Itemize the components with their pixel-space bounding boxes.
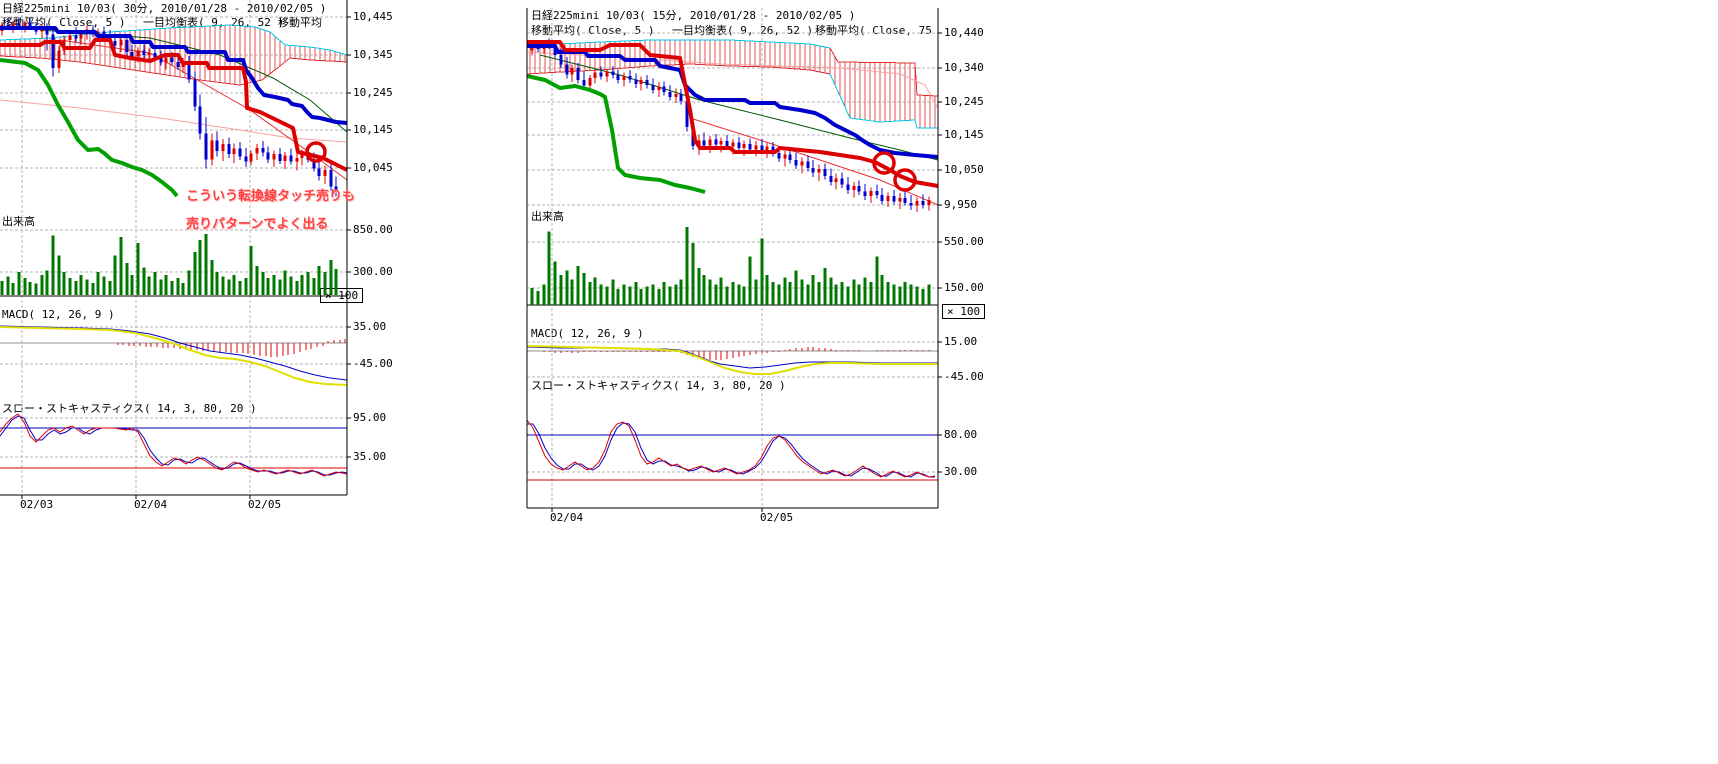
y-axis-label: 10,440 xyxy=(944,26,984,39)
pane-label-stochastics: スロー・ストキャスティクス( 14, 3, 80, 20 ) xyxy=(2,402,257,415)
legend-item: 一目均衡表( 9, 26, 52 ) xyxy=(143,16,285,29)
y-axis-label: 850.00 xyxy=(353,223,393,236)
x-axis-label: 02/04 xyxy=(550,511,584,524)
y-axis-label: 150.00 xyxy=(944,281,984,294)
y-axis-label: 10,145 xyxy=(944,128,984,141)
chart-title-30min: 日経225mini 10/03( 30分, 2010/01/28 - 2010/… xyxy=(2,2,327,15)
pane-label-volume: 出来高 xyxy=(531,210,564,223)
chart-title-15min: 日経225mini 10/03( 15分, 2010/01/28 - 2010/… xyxy=(531,9,856,22)
x-axis-label: 02/04 xyxy=(134,498,168,511)
y-axis-label: -45.00 xyxy=(353,357,393,370)
y-axis-label: 10,445 xyxy=(353,10,393,23)
y-axis-label: 550.00 xyxy=(944,235,984,248)
y-axis-label: 300.00 xyxy=(353,265,393,278)
y-axis-label: 10,145 xyxy=(353,123,393,136)
legend-item: 移動平均 xyxy=(278,16,322,29)
y-axis-label: 10,245 xyxy=(353,86,393,99)
y-axis-label: 35.00 xyxy=(353,450,387,463)
y-axis-label: 10,345 xyxy=(353,48,393,61)
annotation-text: こういう転換線タッチ売りも xyxy=(186,189,356,204)
legend-item: 一目均衡表( 9, 26, 52 ) xyxy=(672,24,814,37)
y-axis-label: -45.00 xyxy=(944,370,984,383)
legend-item: 移動平均( Close, 5 ) xyxy=(2,16,126,29)
multiplier-box: × 100 xyxy=(942,304,986,319)
y-axis-label: 10,340 xyxy=(944,61,984,74)
y-axis-label: 30.00 xyxy=(944,465,978,478)
pane-label-macd: MACD( 12, 26, 9 ) xyxy=(531,327,644,340)
pane-label-macd: MACD( 12, 26, 9 ) xyxy=(2,308,115,321)
legend-item: 移動平均( Close, 5 ) xyxy=(531,24,655,37)
x-axis-label: 02/05 xyxy=(248,498,282,511)
y-axis-label: 80.00 xyxy=(944,428,978,441)
x-axis-label: 02/03 xyxy=(20,498,54,511)
y-axis-label: 10,245 xyxy=(944,95,984,108)
y-axis-label: 15.00 xyxy=(944,335,978,348)
x-axis-label: 02/05 xyxy=(760,511,794,524)
y-axis-label: 10,045 xyxy=(353,161,393,174)
y-axis-label: 9,950 xyxy=(944,198,978,211)
annotation-text: 売りパターンでよく出る xyxy=(186,217,329,232)
pane-label-volume: 出来高 xyxy=(2,215,35,228)
y-axis-label: 95.00 xyxy=(353,411,387,424)
legend-item: 移動平均( Close, 75 xyxy=(815,24,932,37)
y-axis-label: 10,050 xyxy=(944,163,984,176)
y-axis-label: 35.00 xyxy=(353,320,387,333)
